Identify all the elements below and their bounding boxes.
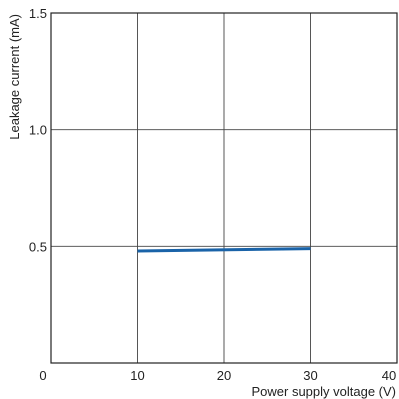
x-tick-label: 0 [39, 368, 46, 383]
y-axis-label: Leakage current (mA) [7, 14, 22, 140]
x-axis-label: Power supply voltage (V) [251, 384, 396, 399]
x-tick-label: 30 [303, 368, 317, 383]
gridlines [51, 13, 397, 363]
y-tick-labels: 0.5 1.0 1.5 [29, 6, 47, 254]
y-tick-label: 0.5 [29, 239, 47, 254]
y-tick-label: 1.5 [29, 6, 47, 21]
x-tick-label: 10 [130, 368, 144, 383]
x-tick-label: 20 [217, 368, 231, 383]
x-tick-label: 40 [382, 368, 396, 383]
y-tick-label: 1.0 [29, 123, 47, 138]
plot-frame [50, 12, 398, 364]
series-line [137, 247, 311, 253]
series-layer [137, 247, 311, 253]
x-tick-labels: 0 10 20 30 40 [39, 368, 396, 383]
